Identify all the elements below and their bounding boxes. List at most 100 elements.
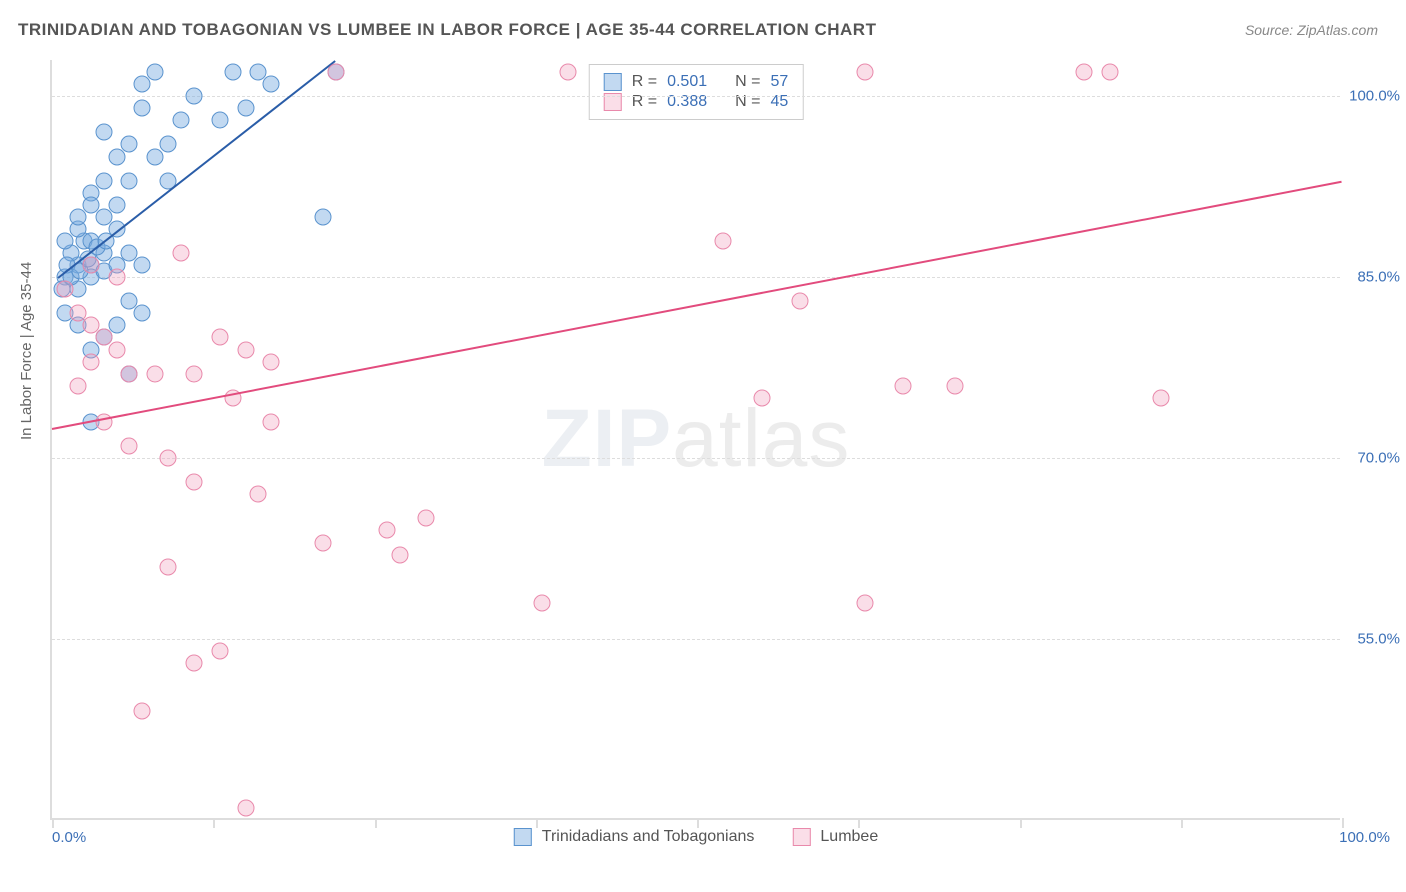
swatch-bottom-2 xyxy=(792,828,810,846)
x-axis-label-min: 0.0% xyxy=(52,829,86,846)
legend-label-2: Lumbee xyxy=(820,828,878,846)
gridline-h xyxy=(52,458,1340,459)
data-point xyxy=(947,377,964,394)
data-point xyxy=(134,305,151,322)
trend-line xyxy=(52,181,1342,430)
data-point xyxy=(534,594,551,611)
chart-title: TRINIDADIAN AND TOBAGONIAN VS LUMBEE IN … xyxy=(18,20,876,40)
gridline-h xyxy=(52,277,1340,278)
watermark-light: atlas xyxy=(672,393,850,484)
data-point xyxy=(121,438,138,455)
data-point xyxy=(792,293,809,310)
data-point xyxy=(82,353,99,370)
data-point xyxy=(753,389,770,406)
data-point xyxy=(82,196,99,213)
data-point xyxy=(314,534,331,551)
data-point xyxy=(327,64,344,81)
data-point xyxy=(714,232,731,249)
data-point xyxy=(379,522,396,539)
y-tick-label: 55.0% xyxy=(1357,631,1400,648)
x-axis-label-max: 100.0% xyxy=(1339,829,1390,846)
data-point xyxy=(108,317,125,334)
gridline-h xyxy=(52,96,1340,97)
data-point xyxy=(121,365,138,382)
swatch-series-1 xyxy=(604,73,622,91)
watermark: ZIPatlas xyxy=(542,392,851,486)
data-point xyxy=(185,655,202,672)
correlation-legend: R = 0.501 N = 57 R = 0.388 N = 45 xyxy=(589,64,804,120)
data-point xyxy=(418,510,435,527)
legend-label-1: Trinidadians and Tobagonians xyxy=(542,828,755,846)
data-point xyxy=(1153,389,1170,406)
data-point xyxy=(95,172,112,189)
data-point xyxy=(560,64,577,81)
data-point xyxy=(134,100,151,117)
data-point xyxy=(224,64,241,81)
data-point xyxy=(263,413,280,430)
data-point xyxy=(1101,64,1118,81)
data-point xyxy=(147,365,164,382)
data-point xyxy=(108,196,125,213)
data-point xyxy=(314,208,331,225)
r-label-1: R = xyxy=(632,73,657,91)
data-point xyxy=(160,450,177,467)
y-tick-label: 100.0% xyxy=(1349,88,1400,105)
x-tick xyxy=(858,818,860,828)
data-point xyxy=(160,136,177,153)
data-point xyxy=(211,112,228,129)
x-tick xyxy=(697,818,699,828)
data-point xyxy=(856,594,873,611)
data-point xyxy=(121,172,138,189)
data-point xyxy=(185,88,202,105)
data-point xyxy=(147,148,164,165)
series-legend: Trinidadians and Tobagonians Lumbee xyxy=(514,828,878,846)
n-label-1: N = xyxy=(735,73,760,91)
data-point xyxy=(392,546,409,563)
x-tick xyxy=(1020,818,1022,828)
data-point xyxy=(69,377,86,394)
data-point xyxy=(173,112,190,129)
data-point xyxy=(95,124,112,141)
data-point xyxy=(237,100,254,117)
legend-row-1: R = 0.501 N = 57 xyxy=(604,73,789,91)
data-point xyxy=(263,76,280,93)
data-point xyxy=(237,341,254,358)
x-tick xyxy=(1342,818,1344,828)
y-axis-title: In Labor Force | Age 35-44 xyxy=(18,262,35,440)
data-point xyxy=(134,703,151,720)
x-tick xyxy=(1181,818,1183,828)
data-point xyxy=(108,148,125,165)
data-point xyxy=(856,64,873,81)
data-point xyxy=(173,245,190,262)
source-label: Source: ZipAtlas.com xyxy=(1245,22,1378,38)
data-point xyxy=(56,232,73,249)
data-point xyxy=(134,76,151,93)
x-tick xyxy=(375,818,377,828)
y-tick-label: 85.0% xyxy=(1357,269,1400,286)
data-point xyxy=(263,353,280,370)
data-point xyxy=(211,643,228,660)
x-tick xyxy=(52,818,54,828)
x-tick xyxy=(213,818,215,828)
y-tick-label: 70.0% xyxy=(1357,450,1400,467)
data-point xyxy=(250,486,267,503)
data-point xyxy=(134,257,151,274)
x-tick xyxy=(536,818,538,828)
data-point xyxy=(108,269,125,286)
data-point xyxy=(82,257,99,274)
data-point xyxy=(237,799,254,816)
r-value-1: 0.501 xyxy=(667,73,707,91)
gridline-h xyxy=(52,639,1340,640)
swatch-bottom-1 xyxy=(514,828,532,846)
data-point xyxy=(147,64,164,81)
data-point xyxy=(108,341,125,358)
data-point xyxy=(185,474,202,491)
n-value-1: 57 xyxy=(770,73,788,91)
data-point xyxy=(160,558,177,575)
data-point xyxy=(121,136,138,153)
data-point xyxy=(185,365,202,382)
data-point xyxy=(1076,64,1093,81)
data-point xyxy=(56,281,73,298)
data-point xyxy=(69,208,86,225)
plot-area: ZIPatlas R = 0.501 N = 57 R = 0.388 N = … xyxy=(50,60,1340,820)
